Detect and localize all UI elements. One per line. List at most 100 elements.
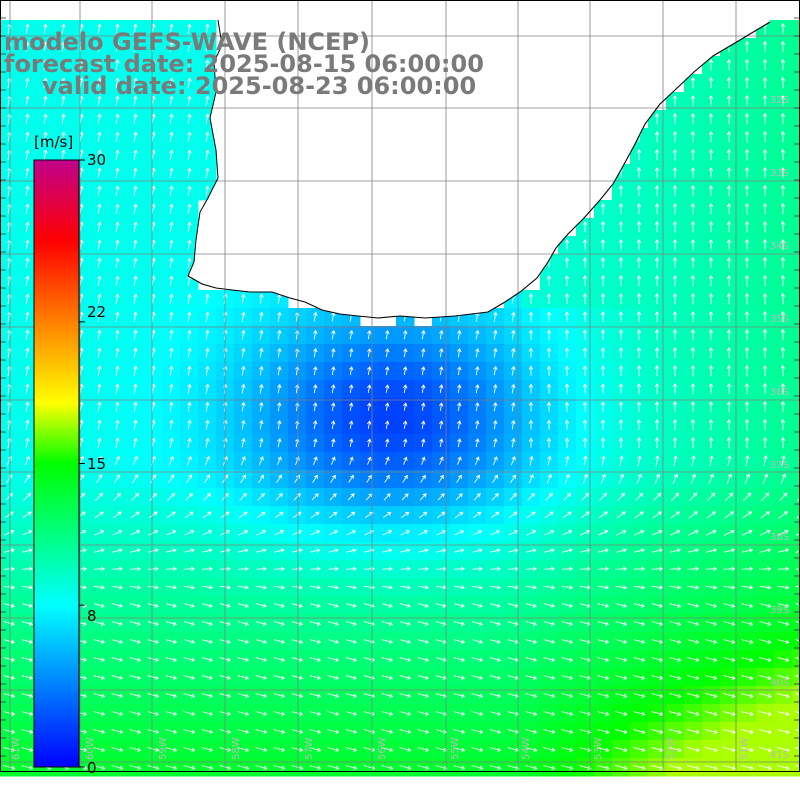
- wind-arrow: [310, 530, 321, 536]
- wind-arrow: [758, 728, 772, 735]
- wind-arrow: [543, 603, 556, 608]
- wind-speed-cell: [792, 146, 800, 165]
- wind-arrow: [581, 492, 590, 501]
- wind-arrow: [758, 710, 772, 717]
- wind-arrow: [565, 455, 570, 466]
- wind-arrow: [259, 383, 264, 394]
- wind-arrow: [345, 621, 358, 626]
- wind-arrow: [780, 22, 786, 35]
- wind-arrow: [705, 529, 717, 536]
- wind-arrow: [201, 711, 214, 716]
- wind-arrow: [777, 621, 790, 627]
- wind-arrow: [381, 729, 394, 734]
- wind-arrow: [97, 419, 102, 430]
- wind-arrow: [597, 675, 610, 680]
- wind-speed-cell: [792, 596, 800, 615]
- wind-arrow: [129, 548, 141, 553]
- wind-speed-cell: [792, 758, 800, 777]
- wind-arrow: [25, 149, 30, 160]
- wind-arrow: [690, 166, 696, 179]
- wind-arrow: [93, 729, 106, 734]
- wind-arrow: [795, 621, 800, 624]
- wind-arrow: [633, 566, 646, 572]
- wind-arrow: [561, 675, 574, 680]
- wind-arrow: [3, 693, 16, 698]
- wind-arrow: [421, 348, 426, 358]
- wind-arrow: [511, 401, 516, 412]
- wind-arrow: [169, 167, 174, 178]
- wind-arrow: [546, 329, 552, 340]
- wind-arrow: [97, 311, 102, 322]
- wind-arrow: [762, 130, 768, 143]
- wind-arrow: [726, 94, 732, 107]
- wind-arrow: [762, 400, 768, 413]
- wind-arrow: [149, 492, 157, 501]
- wind-speed-cell: [792, 128, 800, 147]
- wind-arrow: [507, 765, 520, 770]
- wind-arrow: [21, 603, 33, 608]
- wind-arrow: [669, 548, 682, 553]
- wind-arrow: [668, 746, 682, 753]
- wind-arrow: [238, 511, 248, 519]
- colorbar-tick-label: 30: [87, 151, 107, 169]
- wind-arrow: [309, 621, 322, 626]
- wind-arrow: [780, 436, 786, 449]
- wind-arrow: [25, 311, 30, 322]
- wind-arrow: [704, 710, 718, 717]
- wind-arrow: [546, 419, 552, 430]
- wind-arrow: [471, 585, 483, 590]
- lon-label: 54W: [521, 737, 532, 760]
- wind-arrow: [690, 238, 696, 251]
- wind-arrow: [636, 365, 642, 377]
- wind-arrow: [762, 418, 768, 431]
- wind-arrow: [794, 728, 800, 732]
- wind-arrow: [111, 566, 124, 572]
- wind-arrow: [776, 674, 790, 681]
- wind-arrow: [744, 364, 750, 377]
- wind-arrow: [187, 383, 192, 394]
- wind-arrow: [401, 511, 410, 518]
- wind-arrow: [472, 548, 483, 553]
- wind-arrow: [438, 384, 444, 394]
- wind-arrow: [129, 657, 142, 662]
- wind-arrow: [129, 639, 142, 644]
- wind-arrow: [165, 729, 178, 734]
- wind-arrow: [97, 293, 102, 304]
- wind-arrow: [528, 365, 534, 376]
- wind-arrow: [744, 148, 750, 161]
- wind-arrow: [615, 728, 628, 735]
- wind-arrow: [275, 493, 283, 501]
- wind-arrow: [794, 674, 800, 678]
- wind-arrow: [635, 492, 644, 502]
- wind-arrow: [111, 585, 124, 590]
- wind-arrow: [255, 711, 268, 716]
- wind-arrow: [742, 492, 752, 502]
- wind-arrow: [187, 293, 192, 304]
- wind-arrow: [528, 437, 534, 448]
- wind-arrow: [582, 419, 588, 430]
- wind-speed-cell: [792, 218, 800, 237]
- wind-arrow: [21, 585, 34, 590]
- wind-arrow: [600, 365, 606, 376]
- wind-arrow: [616, 511, 626, 519]
- wind-arrow: [668, 764, 682, 771]
- colorbar: [33, 159, 85, 768]
- wind-arrow: [257, 492, 265, 501]
- wind-arrow: [3, 711, 16, 716]
- wind-arrow: [25, 185, 30, 196]
- wind-arrow: [366, 420, 372, 429]
- wind-arrow: [453, 603, 465, 608]
- wind-arrow: [273, 657, 286, 662]
- wind-arrow: [22, 511, 32, 519]
- wind-arrow: [762, 58, 768, 71]
- wind-arrow: [399, 585, 411, 590]
- wind-arrow: [21, 711, 34, 716]
- wind-arrow: [580, 511, 590, 519]
- wind-arrow: [740, 674, 754, 681]
- wind-arrow: [201, 765, 214, 770]
- wind-arrow: [726, 364, 732, 377]
- wind-arrow: [309, 765, 322, 770]
- wind-arrow: [672, 238, 678, 251]
- wind-arrow: [147, 621, 160, 626]
- wind-arrow: [187, 419, 192, 430]
